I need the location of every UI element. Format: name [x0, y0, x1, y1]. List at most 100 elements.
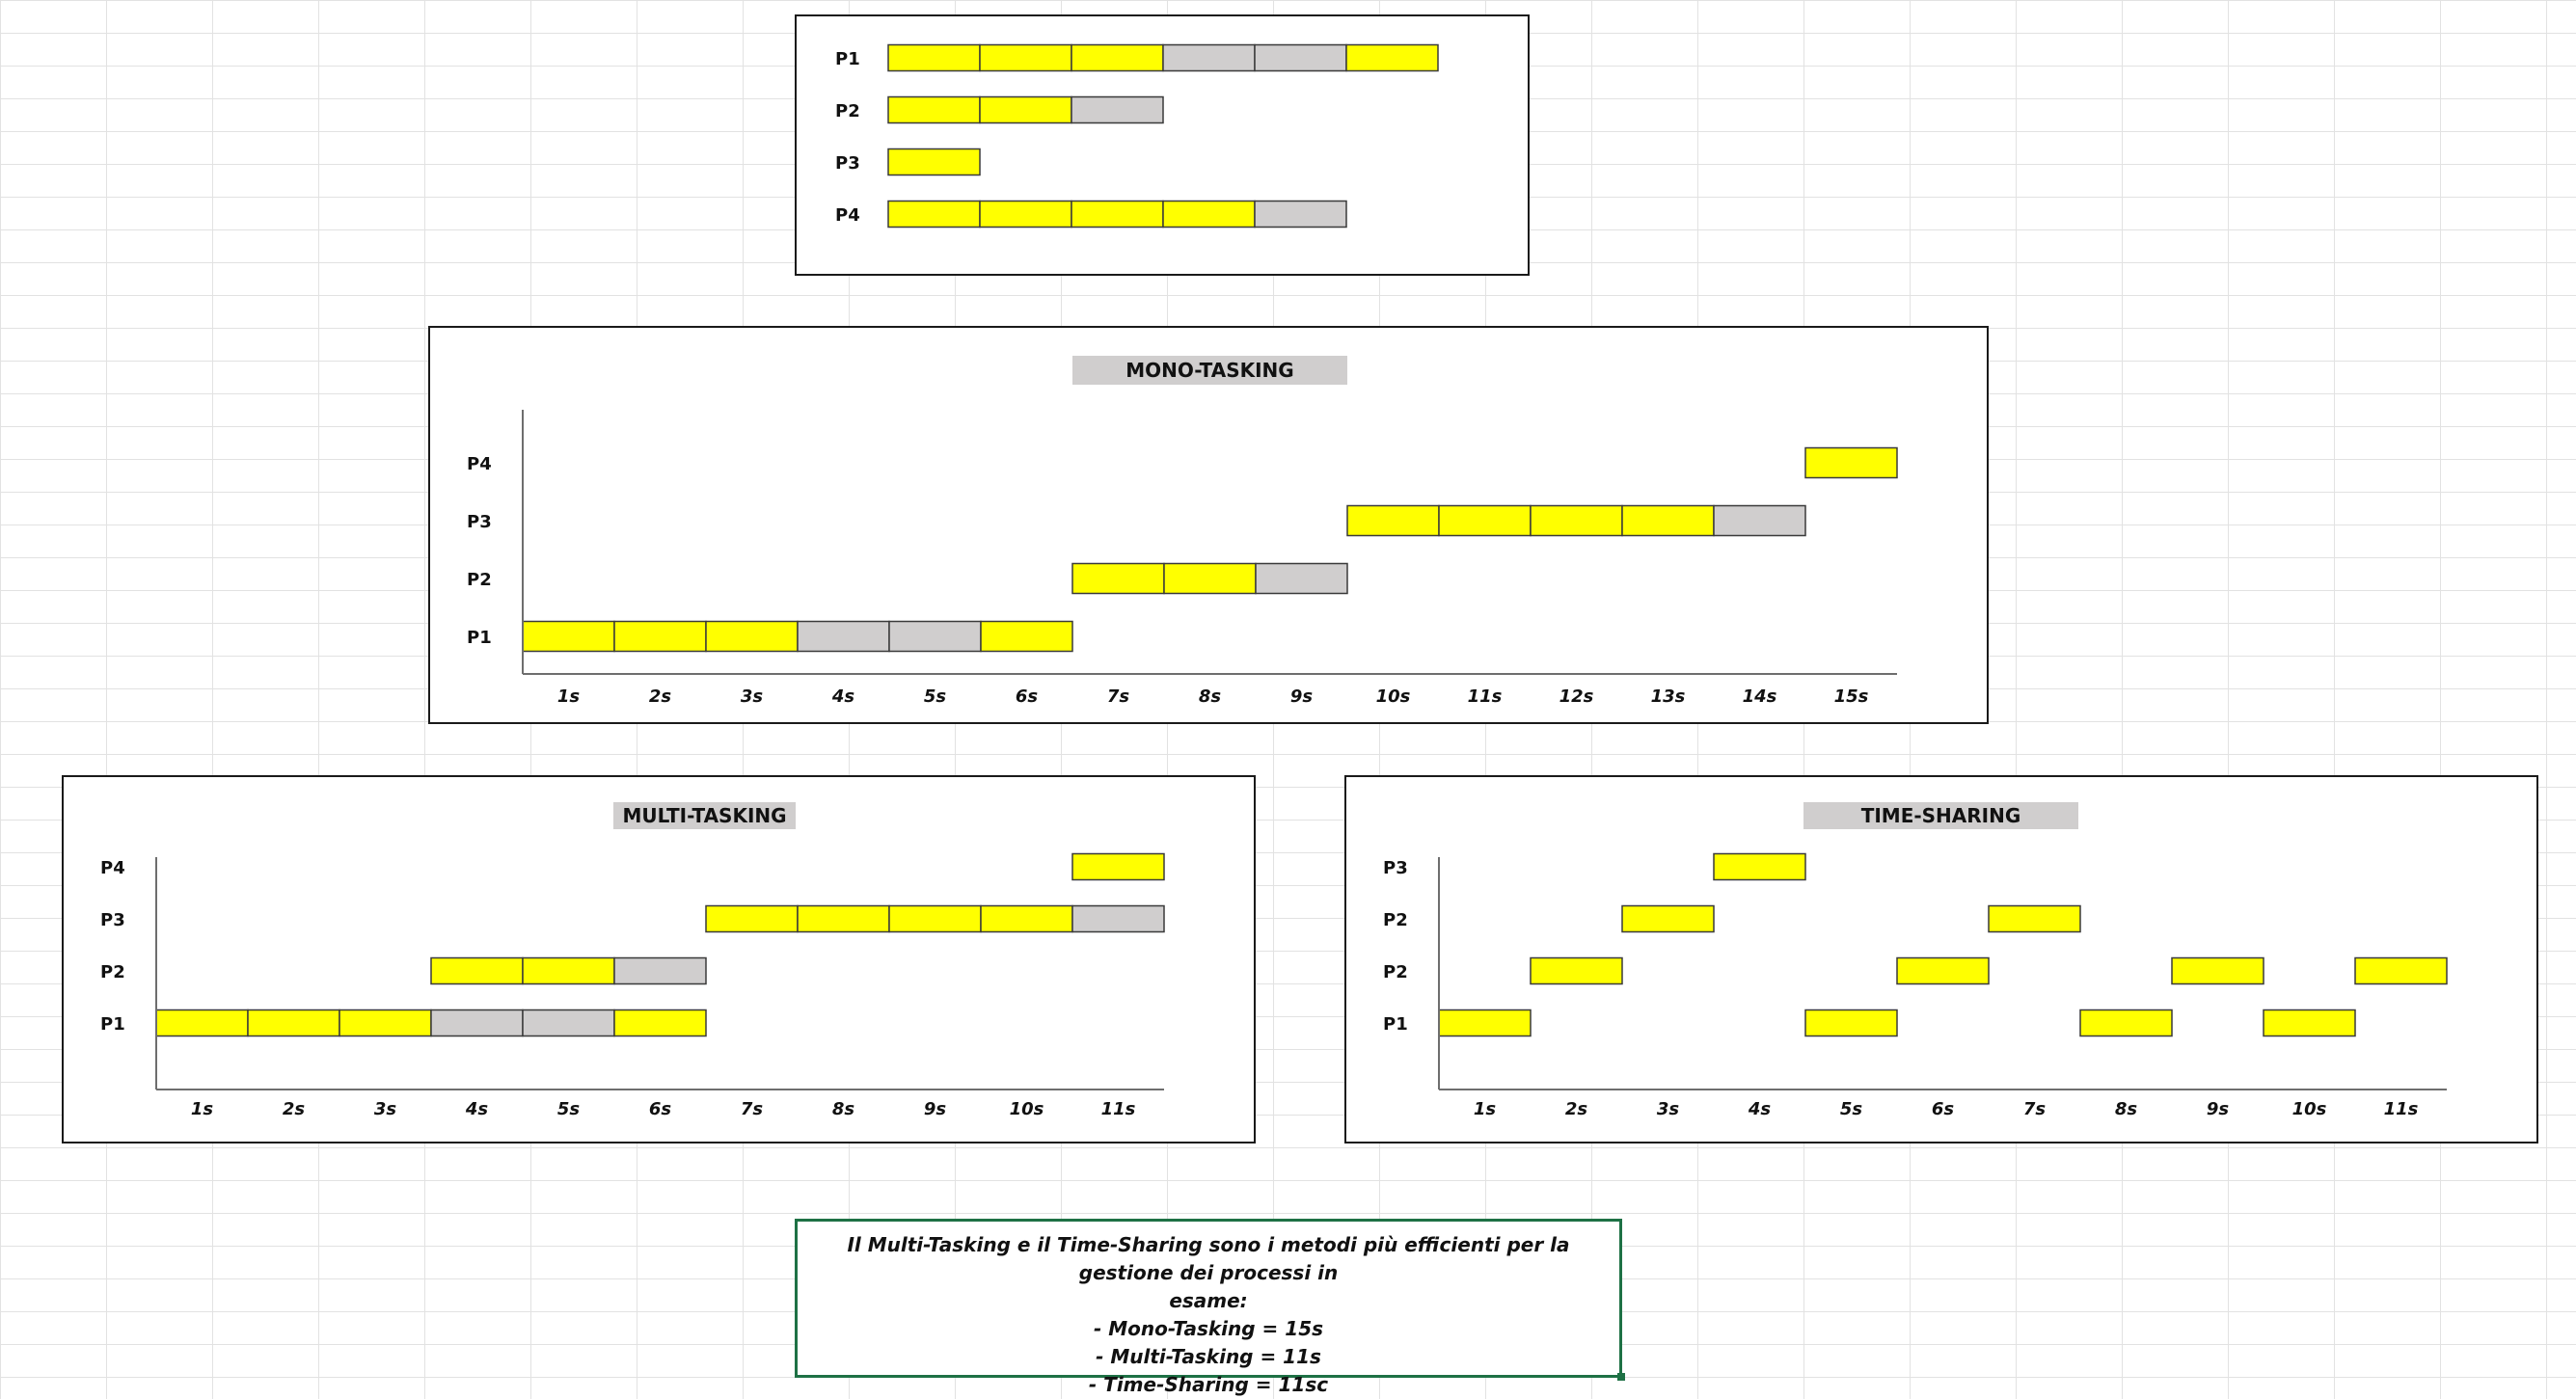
tick-label-1s: 1s [1474, 1099, 1497, 1119]
chart-title-background [1072, 356, 1347, 385]
bar-p3-run-10 [980, 904, 1073, 933]
tick-label-3s: 3s [374, 1099, 397, 1119]
bar-p1-run-6 [613, 1009, 707, 1037]
bar-p3-run-13 [1621, 504, 1715, 537]
row-label-p4: P4 [467, 454, 492, 474]
bar-p1-run-1 [887, 43, 981, 72]
note-line-2: esame: [1169, 1289, 1248, 1312]
bar-p2-run-9 [2171, 956, 2264, 985]
chart-title-background [1803, 802, 2078, 829]
tick-label-1s: 1s [191, 1099, 214, 1119]
tick-label-6s: 6s [1016, 686, 1039, 707]
row-label-p3: P3 [467, 512, 492, 532]
tick-label-6s: 6s [1932, 1099, 1955, 1119]
processi-chart: P1 P2 P3 P4 [835, 43, 1439, 229]
bar-p1-wait-4 [1162, 43, 1256, 72]
tick-label-7s: 7s [2023, 1099, 2047, 1119]
bar-p3-run-11 [1438, 504, 1532, 537]
note-line-4: - Multi-Tasking = 11s [1096, 1345, 1321, 1368]
bar-p3-run-10 [1346, 504, 1440, 537]
row-label-p2: P2 [467, 570, 492, 590]
bar-p2-wait-3 [1071, 95, 1164, 124]
bar-p3-wait-11 [1071, 904, 1165, 933]
bar-p1-run-3 [1071, 43, 1164, 72]
bar-p3-run-12 [1530, 504, 1623, 537]
tick-label-9s: 9s [924, 1099, 947, 1119]
tick-label-3s: 3s [741, 686, 764, 707]
bar-p2-run-4 [430, 956, 524, 985]
row-label-p1: P1 [100, 1014, 125, 1035]
multi-tasking-panel: MULTI-TASKING P4 P3 P2 P1 1s 2s 3s 4s 5s 6s 7s 8s 9s 1… [62, 775, 1256, 1143]
bar-p4-run-1 [887, 200, 981, 229]
resize-handle-icon[interactable] [1617, 1373, 1625, 1381]
bar-p1-wait-5 [522, 1009, 615, 1037]
tick-label-6s: 6s [649, 1099, 672, 1119]
chart-title: MONO-TASKING [1125, 359, 1293, 382]
tick-label-7s: 7s [1107, 686, 1130, 707]
bar-p1-wait-5 [1254, 43, 1347, 72]
bar-p1-run-2 [979, 43, 1072, 72]
tick-label-14s: 14s [1743, 686, 1777, 707]
tick-label-9s: 9s [2207, 1099, 2230, 1119]
tick-label-13s: 13s [1651, 686, 1686, 707]
row-label-p3: P3 [100, 910, 125, 930]
bar-p4-wait-5 [1254, 200, 1347, 229]
chart-title: MULTI-TASKING [622, 804, 786, 827]
bar-p3-wait-14 [1713, 504, 1806, 537]
row-label-p1: P1 [467, 628, 492, 648]
bar-p4-run-15 [1804, 446, 1898, 479]
bar-p3-run-4 [1713, 852, 1806, 881]
bar-p3-run-1 [887, 148, 981, 176]
tick-label-8s: 8s [832, 1099, 855, 1119]
bar-p2-run-7 [1988, 904, 2081, 933]
bar-p2-run-6 [1896, 956, 1990, 985]
bar-p1-run-3 [339, 1009, 432, 1037]
tick-label-4s: 4s [831, 686, 855, 707]
time-sharing-chart: TIME-SHARING P3 P2 P2 P1 1s 2s 3s 4s 5s 6s 7s 8s 9s 10… [1383, 802, 2448, 1119]
bar-p2-run-8 [1163, 562, 1257, 595]
tick-label-5s: 5s [924, 686, 947, 707]
tick-label-15s: 15s [1834, 686, 1869, 707]
bar-p2-run-7 [1071, 562, 1165, 595]
bar-p2-run-2 [1530, 956, 1623, 985]
tick-label-7s: 7s [741, 1099, 764, 1119]
bar-p2-run-3 [1621, 904, 1715, 933]
bar-p1-wait-4 [430, 1009, 524, 1037]
bar-p4-run-2 [979, 200, 1072, 229]
tick-label-10s: 10s [1376, 686, 1411, 707]
conclusion-note[interactable]: Il Multi-Tasking e il Time-Sharing sono … [795, 1219, 1625, 1396]
bar-p2-run-11 [2354, 956, 2448, 985]
bar-p1-run-2 [613, 620, 707, 653]
tick-label-5s: 5s [1840, 1099, 1863, 1119]
chart-title: TIME-SHARING [1861, 804, 2021, 827]
note-line-3: - Mono-Tasking = 15s [1093, 1317, 1324, 1340]
bar-p4-run-3 [1071, 200, 1164, 229]
row-label-p2: P2 [835, 101, 860, 121]
row-label-p3: P3 [835, 153, 860, 174]
bar-p1-run-1 [1438, 1009, 1532, 1037]
tick-label-10s: 10s [2292, 1099, 2327, 1119]
tick-label-2s: 2s [283, 1099, 306, 1119]
bar-p1-run-10 [2263, 1009, 2356, 1037]
tick-label-5s: 5s [557, 1099, 581, 1119]
bar-p1-run-8 [2079, 1009, 2173, 1037]
tick-label-11s: 11s [1468, 686, 1503, 707]
tick-label-1s: 1s [557, 686, 581, 707]
time-sharing-panel: TIME-SHARING P3 P2 P2 P1 1s 2s 3s 4s 5s 6s 7s 8s 9s 10… [1344, 775, 2538, 1143]
row-label-p3: P3 [1383, 858, 1408, 878]
bar-p1-run-2 [247, 1009, 340, 1037]
row-label-p4: P4 [835, 205, 860, 226]
tick-label-4s: 4s [1748, 1099, 1772, 1119]
row-label-p2: P2 [1383, 910, 1408, 930]
tick-label-8s: 8s [1199, 686, 1222, 707]
tick-label-11s: 11s [1101, 1099, 1136, 1119]
bar-p1-wait-4 [797, 620, 890, 653]
bar-p1-run-5 [1804, 1009, 1898, 1037]
tick-label-3s: 3s [1657, 1099, 1680, 1119]
bar-p3-run-7 [705, 904, 799, 933]
tick-label-4s: 4s [465, 1099, 489, 1119]
chart-title-background [613, 802, 796, 829]
tick-label-8s: 8s [2115, 1099, 2138, 1119]
bar-p1-run-3 [705, 620, 799, 653]
bar-p1-run-1 [522, 620, 615, 653]
